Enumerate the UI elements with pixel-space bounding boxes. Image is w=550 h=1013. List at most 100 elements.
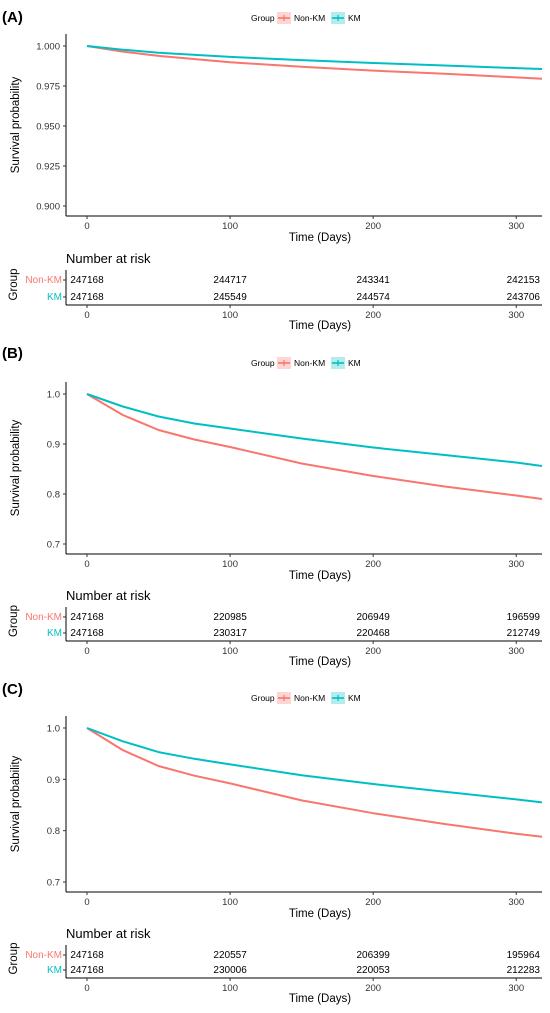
legend-label: Non-KM bbox=[294, 358, 325, 368]
risk-x-axis-title: Time (Days) bbox=[289, 656, 351, 668]
risk-group-label: KM bbox=[47, 628, 62, 639]
risk-table-ylabel: Group bbox=[8, 943, 20, 975]
risk-value: 244717 bbox=[213, 275, 247, 286]
panel-b: (B) Group Non-KM KM 0.7 0.8 0.9 1.0 0 100 200 300 Ti… bbox=[2, 345, 543, 668]
risk-x-tick-label: 100 bbox=[222, 310, 238, 321]
x-axis-title: Time (Days) bbox=[289, 908, 351, 920]
risk-x-tick-label: 200 bbox=[365, 310, 381, 321]
risk-table-title: Number at risk bbox=[66, 588, 151, 603]
risk-value: 244574 bbox=[356, 292, 390, 303]
risk-value: 247168 bbox=[70, 965, 104, 976]
x-tick-label: 300 bbox=[508, 221, 524, 232]
y-tick-label: 0.975 bbox=[36, 82, 60, 93]
risk-x-tick-label: 200 bbox=[365, 983, 381, 994]
risk-value: 247168 bbox=[70, 275, 104, 286]
risk-group-label: KM bbox=[47, 292, 62, 303]
risk-value: 196599 bbox=[507, 612, 541, 623]
legend-label: Non-KM bbox=[294, 13, 325, 23]
risk-x-tick-label: 100 bbox=[222, 646, 238, 657]
series-line-km bbox=[86, 45, 543, 70]
risk-x-tick-label: 0 bbox=[84, 983, 89, 994]
risk-table-title: Number at risk bbox=[66, 251, 151, 266]
x-tick-label: 200 bbox=[365, 221, 381, 232]
legend-title: Group bbox=[251, 693, 275, 703]
risk-x-tick-label: 0 bbox=[84, 646, 89, 657]
risk-table-ylabel: Group bbox=[8, 605, 20, 637]
y-tick-label: 1.000 bbox=[36, 42, 60, 53]
risk-group-label: KM bbox=[47, 965, 62, 976]
y-tick-label: 0.7 bbox=[47, 540, 60, 551]
risk-table-ylabel: Group bbox=[8, 269, 20, 301]
risk-value: 247168 bbox=[70, 950, 104, 961]
risk-value: 212283 bbox=[507, 965, 541, 976]
legend: Group Non-KM KM bbox=[251, 357, 361, 369]
risk-value: 247168 bbox=[70, 628, 104, 639]
risk-group-label: Non-KM bbox=[25, 950, 62, 961]
risk-group-label: Non-KM bbox=[25, 612, 62, 623]
series-line-km bbox=[86, 727, 543, 804]
series-line-non-km bbox=[86, 727, 543, 838]
series-line-km bbox=[86, 393, 543, 467]
legend-label: KM bbox=[348, 693, 361, 703]
risk-value: 242153 bbox=[507, 275, 541, 286]
panel-a: (A) Group Non-KM KM 0.900 0.925 0.950 0.975 1.00… bbox=[2, 9, 543, 332]
risk-value: 220985 bbox=[213, 612, 247, 623]
risk-x-tick-label: 200 bbox=[365, 646, 381, 657]
x-axis-title: Time (Days) bbox=[289, 570, 351, 582]
risk-table: Number at risk Group Non-KM 247168 244717 243… bbox=[8, 251, 542, 332]
y-axis-title: Survival probability bbox=[10, 76, 22, 173]
risk-table: Number at risk Group Non-KM 247168 220985 206… bbox=[8, 588, 542, 668]
risk-x-tick-label: 300 bbox=[508, 646, 524, 657]
risk-value: 206399 bbox=[356, 950, 390, 961]
risk-value: 195964 bbox=[507, 950, 541, 961]
risk-table-title: Number at risk bbox=[66, 926, 151, 941]
risk-group-label: Non-KM bbox=[25, 275, 62, 286]
y-tick-label: 0.900 bbox=[36, 202, 60, 213]
risk-value: 243341 bbox=[356, 275, 390, 286]
risk-x-axis-title: Time (Days) bbox=[289, 320, 351, 332]
y-axis-title: Survival probability bbox=[10, 419, 22, 516]
risk-x-tick-label: 0 bbox=[84, 310, 89, 321]
y-tick-label: 0.8 bbox=[47, 490, 60, 501]
legend: Group Non-KM KM bbox=[251, 12, 361, 24]
y-tick-label: 0.9 bbox=[47, 775, 60, 786]
x-tick-label: 100 bbox=[222, 559, 238, 570]
risk-x-tick-label: 100 bbox=[222, 983, 238, 994]
risk-x-axis-title: Time (Days) bbox=[289, 993, 351, 1005]
risk-value: 247168 bbox=[70, 292, 104, 303]
x-tick-label: 300 bbox=[508, 559, 524, 570]
legend-label: KM bbox=[348, 13, 361, 23]
y-tick-label: 0.7 bbox=[47, 878, 60, 889]
x-tick-label: 300 bbox=[508, 897, 524, 908]
risk-value: 230317 bbox=[213, 628, 247, 639]
legend: Group Non-KM KM bbox=[251, 692, 361, 704]
panel-label: (B) bbox=[2, 345, 23, 362]
legend-label: Non-KM bbox=[294, 693, 325, 703]
risk-value: 247168 bbox=[70, 612, 104, 623]
legend-title: Group bbox=[251, 13, 275, 23]
y-tick-label: 0.8 bbox=[47, 826, 60, 837]
risk-value: 230006 bbox=[213, 965, 247, 976]
series-line-non-km bbox=[86, 45, 543, 80]
risk-value: 220053 bbox=[356, 965, 390, 976]
x-tick-label: 0 bbox=[84, 897, 89, 908]
y-tick-label: 1.0 bbox=[47, 724, 60, 735]
panel-c: (C) Group Non-KM KM 0.7 0.8 0.9 1.0 0 100 200 300 Ti… bbox=[2, 681, 543, 1005]
x-tick-label: 0 bbox=[84, 221, 89, 232]
risk-value: 212749 bbox=[507, 628, 541, 639]
y-tick-label: 0.925 bbox=[36, 162, 60, 173]
risk-table: Number at risk Group Non-KM 247168 220557 206… bbox=[8, 926, 542, 1005]
y-axis-title: Survival probability bbox=[10, 755, 22, 852]
risk-value: 243706 bbox=[507, 292, 541, 303]
x-tick-label: 100 bbox=[222, 897, 238, 908]
x-tick-label: 200 bbox=[365, 559, 381, 570]
risk-value: 220557 bbox=[213, 950, 247, 961]
y-tick-label: 1.0 bbox=[47, 390, 60, 401]
legend-title: Group bbox=[251, 358, 275, 368]
risk-value: 206949 bbox=[356, 612, 390, 623]
series-line-non-km bbox=[86, 393, 543, 500]
risk-value: 220468 bbox=[356, 628, 390, 639]
risk-value: 245549 bbox=[213, 292, 247, 303]
x-tick-label: 100 bbox=[222, 221, 238, 232]
